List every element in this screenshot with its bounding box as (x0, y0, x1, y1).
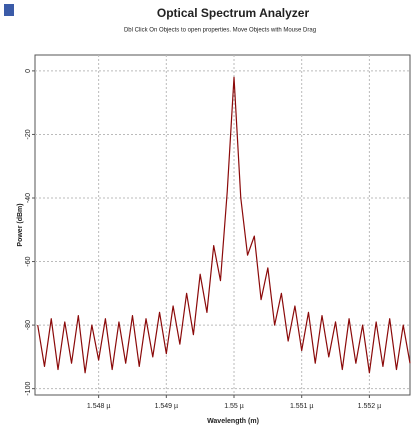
chart-subtitle: Dbl Click On Objects to open properties.… (124, 28, 316, 34)
y-tick-label: -40 (25, 193, 32, 203)
y-tick-label: 0 (25, 69, 32, 73)
y-tick-label: -60 (25, 256, 32, 266)
y-tick-label: -80 (25, 320, 32, 330)
app-icon (4, 4, 14, 16)
spectrum-line (37, 76, 411, 374)
x-tick-label: 1.551 µ (290, 403, 314, 410)
x-tick-label: 1.549 µ (155, 403, 179, 410)
x-tick-label: 1.552 µ (358, 403, 382, 410)
plot-area (34, 54, 411, 396)
y-tick-label: -20 (25, 129, 32, 139)
chart-title: Optical Spectrum Analyzer (157, 6, 310, 20)
x-tick-label: 1.548 µ (87, 403, 111, 410)
x-tick-label: 1.55 µ (224, 403, 244, 410)
y-axis-label: Power (dBm) (17, 203, 24, 246)
y-tick-label: -100 (25, 382, 32, 396)
x-axis-label: Wavelength (m) (207, 418, 259, 425)
